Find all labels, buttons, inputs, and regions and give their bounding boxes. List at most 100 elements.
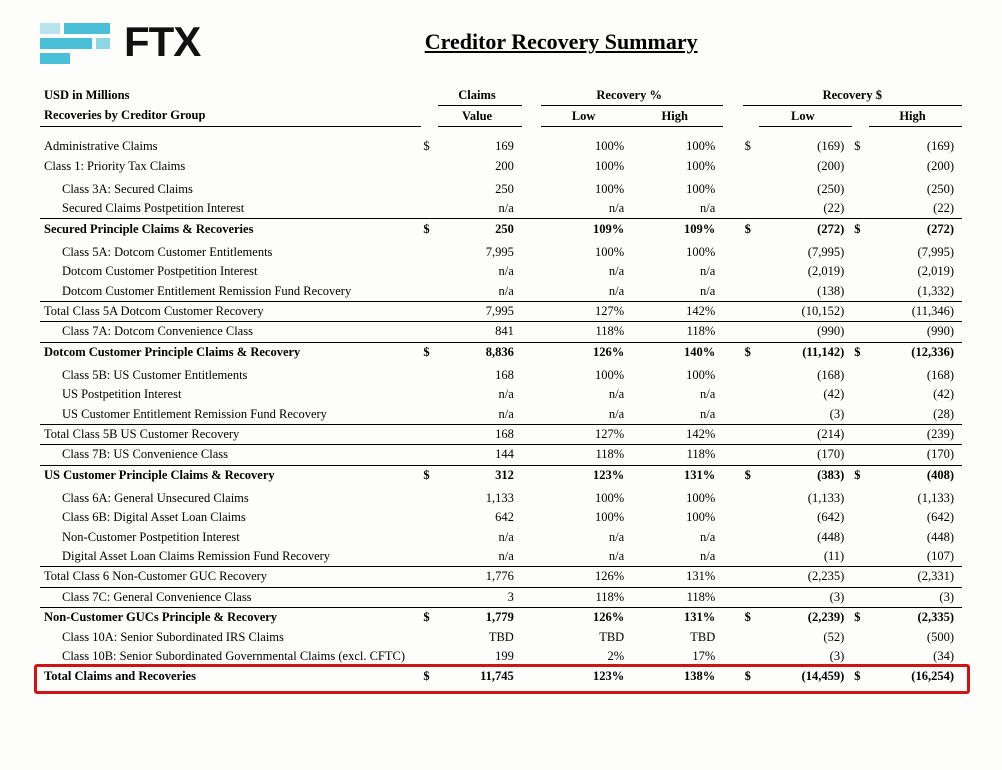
claim-value: 841 [438,322,522,342]
table-row: Total Class 5B US Customer Recovery16812… [40,424,962,444]
col-claims: Claims [438,86,522,106]
recovery-usd-high: (500) [869,627,962,646]
currency-symbol [421,587,438,607]
recovery-pct-low: 100% [541,157,632,180]
col-recovery-pct: Recovery % [541,86,723,106]
recovery-pct-low: 123% [541,465,632,489]
table-row: Class 5A: Dotcom Customer Entitlements7,… [40,243,962,262]
recovery-usd-high: (239) [869,424,962,444]
recovery-usd-low: (14,459) [759,667,852,687]
currency-symbol [852,528,869,547]
claim-value: n/a [438,281,522,301]
row-label: Administrative Claims [40,137,421,156]
currency-symbol [743,243,760,262]
currency-symbol [743,404,760,424]
row-label: Class 6B: Digital Asset Loan Claims [40,508,421,527]
currency-symbol [421,627,438,646]
recovery-pct-high: 100% [632,489,723,508]
recovery-pct-low: 100% [541,243,632,262]
recovery-usd-high: (11,346) [869,301,962,321]
currency-symbol [852,445,869,465]
row-label: Class 10A: Senior Subordinated IRS Claim… [40,627,421,646]
recovery-pct-low: 100% [541,366,632,385]
recovery-usd-low: (3) [759,587,852,607]
claim-value: n/a [438,385,522,404]
row-label: Total Class 6 Non-Customer GUC Recovery [40,567,421,587]
recovery-pct-low: 126% [541,608,632,628]
recovery-pct-high: 118% [632,445,723,465]
currency-symbol [421,567,438,587]
recovery-usd-high: (1,133) [869,489,962,508]
page-title: Creditor Recovery Summary [160,29,962,55]
recovery-pct-low: n/a [541,262,632,281]
currency-symbol [743,281,760,301]
currency-symbol [852,587,869,607]
claim-value: 312 [438,465,522,489]
claim-value: 169 [438,137,522,156]
table-row: Secured Principle Claims & Recoveries$25… [40,219,962,243]
recovery-pct-low: 127% [541,424,632,444]
row-label: Class 3A: Secured Claims [40,180,421,199]
recovery-pct-high: n/a [632,404,723,424]
currency-symbol [852,301,869,321]
currency-symbol: $ [852,465,869,489]
recovery-usd-high: (168) [869,366,962,385]
row-label: Dotcom Customer Postpetition Interest [40,262,421,281]
recovery-usd-high: (42) [869,385,962,404]
table-row: Class 7B: US Convenience Class144118%118… [40,445,962,465]
recovery-usd-high: (2,019) [869,262,962,281]
claim-value: 168 [438,366,522,385]
table-row: Total Class 5A Dotcom Customer Recovery7… [40,301,962,321]
currency-symbol [743,627,760,646]
table-row: Class 3A: Secured Claims250100%100%(250)… [40,180,962,199]
claim-value: 199 [438,647,522,667]
currency-symbol [852,424,869,444]
currency-symbol [852,262,869,281]
recovery-usd-high: (34) [869,647,962,667]
currency-symbol [743,199,760,219]
recovery-usd-high: (200) [869,157,962,180]
claim-value: TBD [438,627,522,646]
table-row: Total Claims and Recoveries$11,745123%13… [40,667,962,687]
currency-symbol [743,180,760,199]
currency-symbol [421,157,438,180]
recovery-pct-high: 118% [632,322,723,342]
row-label: Secured Principle Claims & Recoveries [40,219,421,243]
recovery-usd-high: (7,995) [869,243,962,262]
table-header-row-2: Recoveries by Creditor Group Value Low H… [40,106,962,126]
currency-symbol: $ [421,667,438,687]
table-row: Administrative Claims$169100%100%$(169)$… [40,137,962,156]
currency-symbol [743,647,760,667]
recovery-usd-low: (10,152) [759,301,852,321]
row-label: Total Claims and Recoveries [40,667,421,687]
recovery-usd-low: (52) [759,627,852,646]
recovery-pct-low: 126% [541,342,632,366]
col-rec-low: Low [759,106,852,126]
recovery-pct-low: 126% [541,567,632,587]
document-page: FTX Creditor Recovery Summary USD in Mil… [0,0,1002,770]
currency-symbol: $ [743,219,760,243]
recovery-usd-low: (272) [759,219,852,243]
row-label: US Customer Principle Claims & Recovery [40,465,421,489]
table-row: Class 5B: US Customer Entitlements 168 100… [40,366,962,385]
currency-symbol [421,528,438,547]
recovery-pct-high: 138% [632,667,723,687]
currency-symbol [852,567,869,587]
claim-value: 250 [438,180,522,199]
row-label: US Customer Entitlement Remission Fund R… [40,404,421,424]
recovery-usd-low: (383) [759,465,852,489]
recovery-usd-high: (22) [869,199,962,219]
recovery-usd-high: (642) [869,508,962,527]
recovery-usd-low: (250) [759,180,852,199]
row-label: Class 5B: US Customer Entitlements [40,366,421,385]
row-label: Class 10B: Senior Subordinated Governmen… [40,647,421,667]
claim-value: 168 [438,424,522,444]
currency-symbol [852,547,869,567]
currency-symbol [852,199,869,219]
currency-symbol: $ [421,342,438,366]
row-label: Secured Claims Postpetition Interest [40,199,421,219]
recovery-usd-low: (11,142) [759,342,852,366]
currency-symbol: $ [743,608,760,628]
claim-value: 1,776 [438,567,522,587]
recovery-usd-low: (990) [759,322,852,342]
